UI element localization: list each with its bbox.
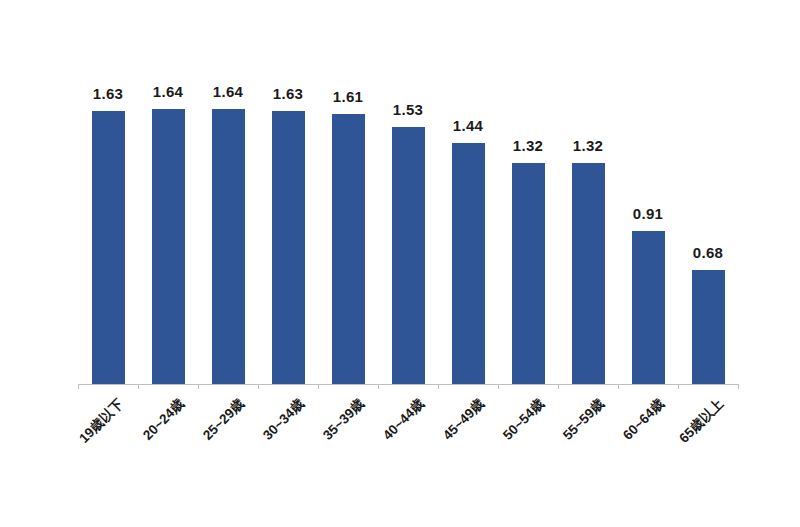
x-axis-tick (258, 384, 259, 389)
bar (512, 163, 545, 384)
x-axis-label: 40~44歳 (380, 396, 427, 443)
bar (572, 163, 605, 384)
value-label: 1.64 (198, 83, 258, 101)
x-axis-tick (78, 384, 79, 389)
bar (212, 109, 245, 384)
x-axis-label: 65歳以上 (677, 396, 727, 446)
x-axis-label: 19歳以下 (77, 396, 127, 446)
x-axis-tick (198, 384, 199, 389)
bar (452, 143, 485, 384)
x-axis-label: 60~64歳 (620, 396, 667, 443)
value-label: 1.32 (498, 137, 558, 155)
bar (152, 109, 185, 384)
x-axis-tick (678, 384, 679, 389)
value-label: 1.63 (78, 85, 138, 103)
x-axis-tick (378, 384, 379, 389)
value-label: 0.91 (618, 205, 678, 223)
x-axis-label: 35~39歳 (320, 396, 367, 443)
x-axis-label: 55~59歳 (560, 396, 607, 443)
x-axis-tick (498, 384, 499, 389)
value-label: 1.63 (258, 85, 318, 103)
value-label: 1.32 (558, 137, 618, 155)
value-label: 1.64 (138, 83, 198, 101)
x-axis-label: 30~34歳 (260, 396, 307, 443)
x-axis-tick (558, 384, 559, 389)
plot-area: 1.63 19歳以下 1.64 20~24歳 1.64 25~29歳 1.63 30~34歳 1… (0, 0, 800, 527)
x-axis-tick (138, 384, 139, 389)
value-label: 0.68 (678, 244, 738, 262)
x-axis-tick (618, 384, 619, 389)
value-label: 1.44 (438, 117, 498, 135)
x-axis-tick (318, 384, 319, 389)
bar (392, 127, 425, 384)
bar (272, 111, 305, 384)
x-axis-tick (438, 384, 439, 389)
bar (692, 270, 725, 384)
x-axis-label: 50~54歳 (500, 396, 547, 443)
bar (632, 231, 665, 384)
x-axis-tick (738, 384, 739, 389)
x-axis-label: 20~24歳 (140, 396, 187, 443)
x-axis-label: 45~49歳 (440, 396, 487, 443)
x-axis-line (78, 384, 739, 385)
chart-canvas: 1.63 19歳以下 1.64 20~24歳 1.64 25~29歳 1.63 30~34歳 1… (0, 0, 800, 527)
value-label: 1.53 (378, 101, 438, 119)
bar (332, 114, 365, 384)
x-axis-label: 25~29歳 (200, 396, 247, 443)
bar (92, 111, 125, 384)
value-label: 1.61 (318, 88, 378, 106)
